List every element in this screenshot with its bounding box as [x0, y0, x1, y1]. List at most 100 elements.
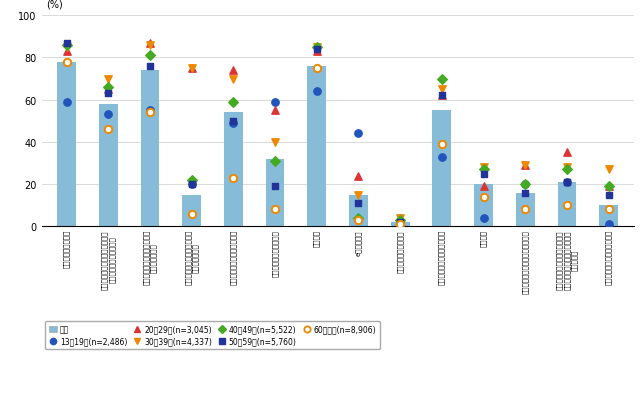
- Point: [61, 99, 72, 106]
- Point: [145, 108, 155, 114]
- Point: [312, 89, 322, 95]
- Bar: [474, 185, 493, 227]
- Bar: [307, 67, 326, 227]
- Point: [604, 167, 614, 173]
- Point: [228, 118, 239, 125]
- Point: [562, 167, 572, 173]
- Point: [103, 76, 113, 83]
- Point: [187, 211, 197, 217]
- Bar: [266, 160, 284, 227]
- Point: [187, 66, 197, 72]
- Point: [270, 99, 280, 106]
- Point: [562, 179, 572, 186]
- Point: [436, 93, 447, 100]
- Point: [228, 120, 239, 127]
- Bar: [141, 71, 159, 227]
- Point: [395, 220, 405, 226]
- Point: [187, 177, 197, 184]
- Point: [61, 45, 72, 51]
- Point: [61, 59, 72, 66]
- Bar: [391, 223, 410, 227]
- Point: [145, 40, 155, 47]
- Point: [520, 162, 531, 169]
- Point: [103, 127, 113, 133]
- Point: [604, 207, 614, 213]
- Point: [353, 192, 364, 198]
- Point: [270, 183, 280, 190]
- Point: [604, 222, 614, 228]
- Bar: [224, 113, 243, 227]
- Point: [395, 220, 405, 226]
- Point: [228, 76, 239, 83]
- Point: [604, 183, 614, 190]
- Point: [520, 162, 531, 169]
- Point: [395, 217, 405, 224]
- Point: [520, 190, 531, 196]
- Point: [145, 53, 155, 60]
- Point: [312, 49, 322, 55]
- Point: [353, 215, 364, 222]
- Text: (%): (%): [46, 0, 63, 10]
- Point: [312, 45, 322, 51]
- Point: [270, 158, 280, 165]
- Point: [395, 222, 405, 228]
- Point: [604, 192, 614, 198]
- Bar: [57, 62, 76, 227]
- Point: [520, 207, 531, 213]
- Point: [187, 66, 197, 72]
- Bar: [557, 183, 576, 227]
- Point: [520, 181, 531, 188]
- Point: [478, 215, 488, 222]
- Point: [353, 217, 364, 224]
- Point: [436, 154, 447, 160]
- Point: [103, 87, 113, 93]
- Point: [436, 76, 447, 83]
- Bar: [99, 104, 118, 227]
- Point: [145, 110, 155, 116]
- Point: [353, 200, 364, 207]
- Point: [103, 112, 113, 118]
- Bar: [433, 111, 451, 227]
- Point: [436, 141, 447, 148]
- Point: [478, 164, 488, 171]
- Point: [312, 47, 322, 53]
- Point: [478, 171, 488, 177]
- Point: [103, 91, 113, 97]
- Point: [187, 181, 197, 188]
- Point: [312, 45, 322, 51]
- Point: [478, 183, 488, 190]
- Point: [312, 66, 322, 72]
- Point: [228, 175, 239, 181]
- Point: [145, 43, 155, 49]
- Point: [353, 173, 364, 179]
- Point: [353, 131, 364, 137]
- Point: [228, 99, 239, 106]
- Point: [562, 179, 572, 186]
- Legend: 全体, 13～19歳(n=2,486), 20～29歳(n=3,045), 30～39歳(n=4,337), 40～49歳(n=5,522), 50～59歳(n: 全体, 13～19歳(n=2,486), 20～29歳(n=3,045), 30…: [45, 321, 380, 350]
- Point: [478, 167, 488, 173]
- Point: [103, 85, 113, 91]
- Point: [61, 40, 72, 47]
- Point: [562, 150, 572, 156]
- Point: [270, 139, 280, 146]
- Bar: [516, 193, 534, 227]
- Point: [395, 215, 405, 222]
- Bar: [599, 206, 618, 227]
- Point: [187, 181, 197, 188]
- Point: [270, 108, 280, 114]
- Point: [436, 93, 447, 100]
- Point: [436, 87, 447, 93]
- Bar: [349, 195, 368, 227]
- Point: [145, 64, 155, 70]
- Point: [562, 202, 572, 209]
- Point: [270, 207, 280, 213]
- Point: [562, 164, 572, 171]
- Point: [520, 181, 531, 188]
- Point: [61, 49, 72, 55]
- Point: [604, 183, 614, 190]
- Point: [478, 194, 488, 200]
- Point: [395, 217, 405, 224]
- Point: [228, 68, 239, 74]
- Bar: [182, 195, 201, 227]
- Point: [61, 43, 72, 49]
